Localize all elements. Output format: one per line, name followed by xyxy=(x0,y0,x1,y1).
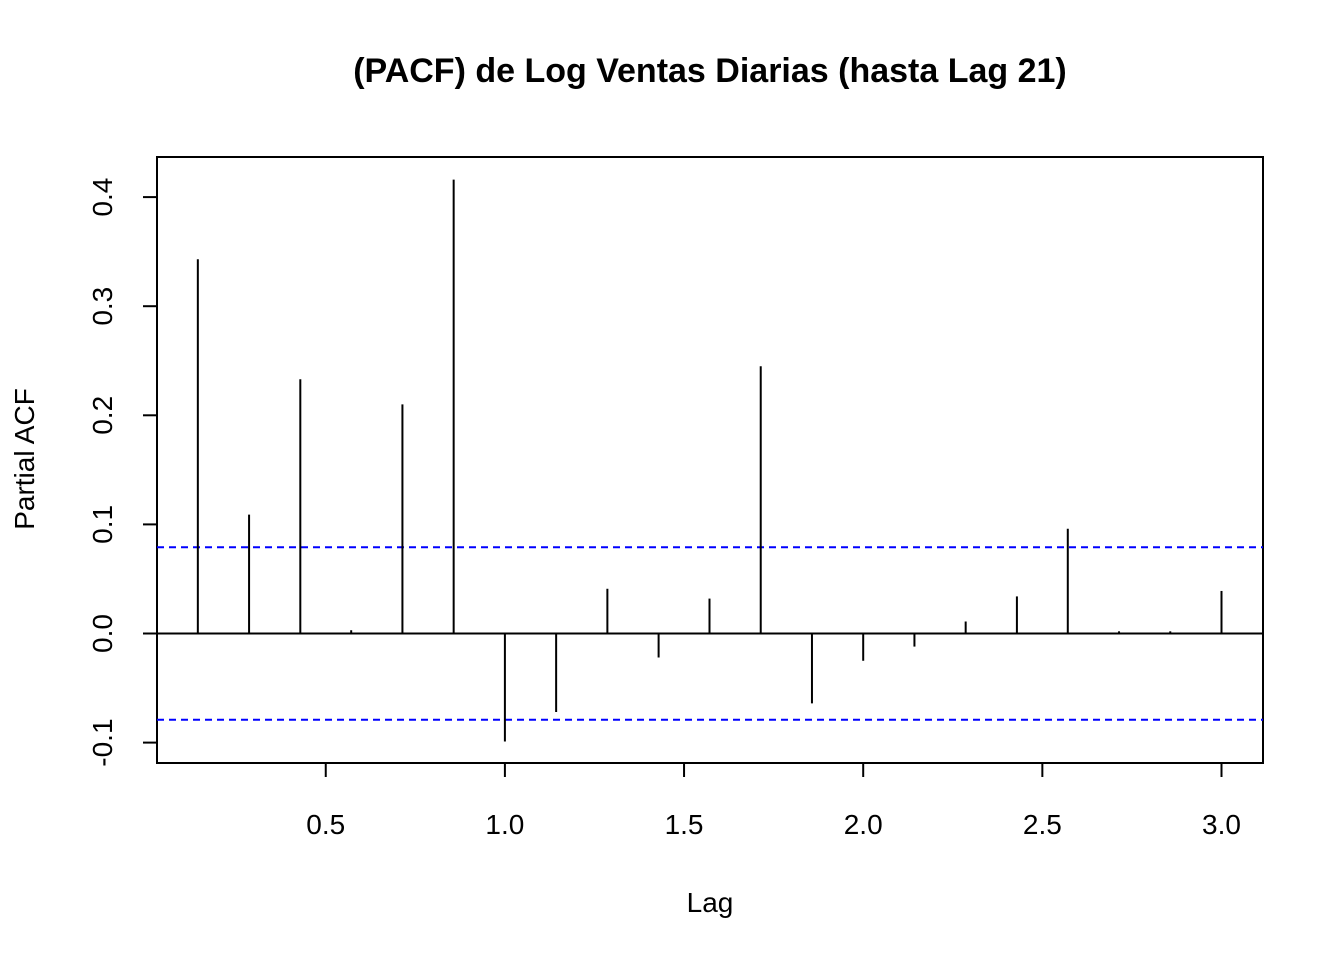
plot-frame xyxy=(156,156,1264,764)
x-axis-label: Lag xyxy=(687,887,734,918)
y-tick-label: 0.2 xyxy=(87,396,118,435)
y-axis-label: Partial ACF xyxy=(9,388,40,530)
x-tick-label: 2.0 xyxy=(844,809,883,840)
x-tick-label: 0.5 xyxy=(306,809,345,840)
y-tick-label: -0.1 xyxy=(87,718,118,766)
y-tick-label: 0.4 xyxy=(87,178,118,217)
y-tick-label: 0.1 xyxy=(87,505,118,544)
y-tick-label: 0.3 xyxy=(87,287,118,326)
chart-title: (PACF) de Log Ventas Diarias (hasta Lag … xyxy=(353,52,1067,90)
x-tick-label: 3.0 xyxy=(1202,809,1241,840)
x-tick-label: 1.0 xyxy=(485,809,524,840)
x-tick-label: 2.5 xyxy=(1023,809,1062,840)
plot-area: 0.5 1.0 1.5 2.0 2.5 3.0 -0.1 0.0 0.1 0.2 0.3 0.4 xyxy=(87,156,1264,840)
x-tick-label: 1.5 xyxy=(665,809,704,840)
y-tick-label: 0.0 xyxy=(87,614,118,653)
